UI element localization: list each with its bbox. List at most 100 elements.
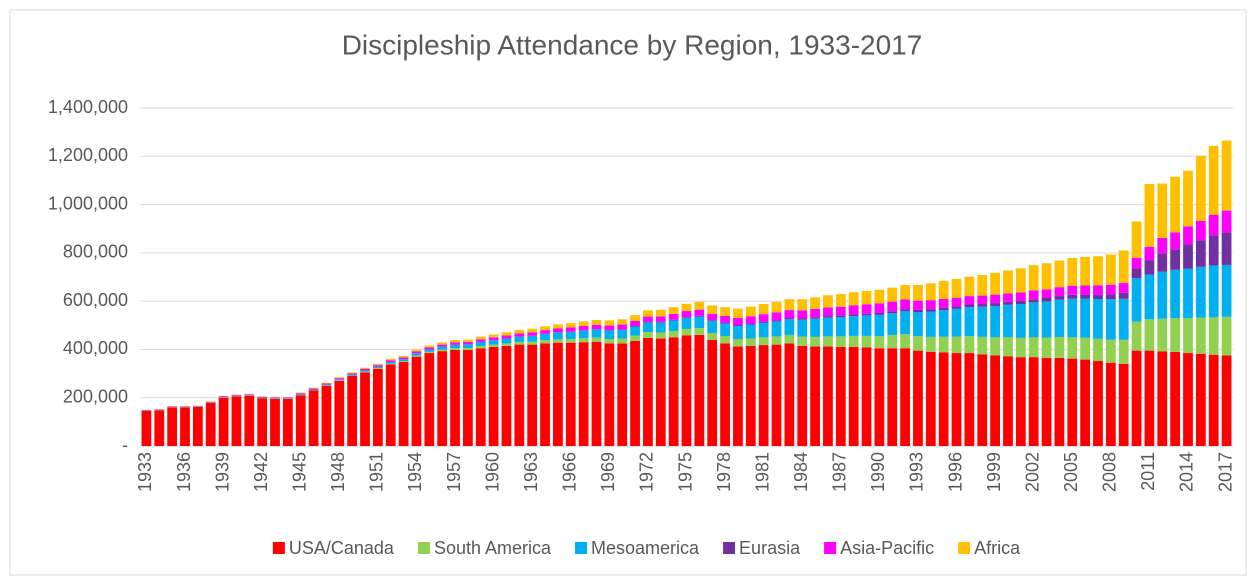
bar-segment: [668, 307, 679, 314]
bar-segment: [1067, 337, 1078, 359]
bar-segment: [681, 317, 692, 318]
bar-segment: [1144, 260, 1155, 275]
x-tick-label: 1993: [907, 452, 927, 492]
bar-segment: [668, 337, 679, 446]
bar-segment: [398, 357, 409, 360]
bar-segment: [733, 308, 743, 318]
bar-segment: [720, 315, 730, 323]
bar-segment: [295, 394, 306, 396]
bar-segment: [604, 339, 615, 344]
bar-segment: [1003, 304, 1013, 338]
bar-segment: [797, 318, 808, 320]
bar-segment: [1157, 351, 1168, 446]
bar-segment: [835, 336, 846, 348]
bar-segment: [360, 372, 370, 446]
bar-segment: [1144, 350, 1155, 446]
bar-segment: [527, 341, 538, 345]
bar-segment: [1195, 240, 1206, 267]
bar-segment: [205, 401, 216, 403]
bar-segment: [990, 294, 1000, 304]
bar-segment: [578, 342, 589, 446]
bar-segment: [925, 351, 936, 446]
bar-segment: [501, 338, 512, 344]
bar-segment: [977, 354, 988, 446]
bar-segment: [925, 336, 936, 352]
bar-segment: [565, 342, 576, 446]
bar-segment: [1093, 361, 1103, 446]
bar-segment: [398, 359, 409, 362]
bar-segment: [1054, 299, 1065, 338]
bar-segment: [360, 370, 370, 372]
bar-segment: [745, 323, 756, 325]
bar-segment: [463, 339, 473, 342]
bar-segment: [951, 297, 962, 307]
bar-segment: [964, 304, 975, 308]
bar-segment: [745, 316, 756, 324]
bar-segment: [1208, 235, 1219, 266]
bar-segment: [733, 317, 743, 326]
bar-segment: [951, 308, 962, 337]
bar-segment: [308, 388, 319, 390]
bar-segment: [784, 318, 795, 320]
bar-segment: [1221, 232, 1232, 265]
bar-segment: [977, 306, 988, 337]
y-tick-label: 400,000: [63, 338, 128, 358]
y-tick-label: 1,200,000: [48, 145, 128, 165]
bar-segment: [244, 394, 255, 396]
x-tick-label: 1963: [521, 452, 541, 492]
bar-segment: [527, 332, 538, 336]
bar-segment: [1003, 293, 1013, 302]
bar-segment: [1131, 268, 1142, 279]
bar-segment: [823, 317, 833, 337]
bar-segment: [913, 350, 923, 446]
bar-segment: [1131, 321, 1142, 351]
bar-segment: [604, 320, 615, 326]
bar-segment: [694, 328, 705, 335]
bar-segment: [604, 343, 615, 446]
bar-segment: [887, 348, 898, 446]
bar-segment: [1170, 249, 1181, 270]
bar-segment: [848, 335, 859, 348]
bar-segment: [591, 341, 602, 446]
bar-segment: [1144, 184, 1155, 247]
bar-segment: [514, 333, 525, 337]
bar-segment: [758, 321, 769, 323]
bar-segment: [1157, 183, 1168, 238]
bar-segment: [720, 343, 730, 446]
bar-segment: [951, 278, 962, 298]
bar-segment: [745, 338, 756, 346]
bar-segment: [887, 334, 898, 349]
bar-segment: [373, 363, 383, 366]
bar-segment: [257, 396, 268, 398]
bar-segment: [1067, 257, 1078, 286]
bar-segment: [1003, 356, 1013, 446]
bar-segment: [1015, 337, 1026, 358]
bar-segment: [437, 351, 448, 446]
bar-segment: [463, 344, 473, 348]
bar-segment: [810, 318, 820, 337]
bar-segment: [1093, 298, 1103, 339]
x-tick-label: 1987: [830, 452, 850, 492]
bar-segment: [848, 316, 859, 336]
x-tick-label: 1999: [984, 452, 1004, 492]
x-tick-label: 1957: [444, 452, 464, 492]
bar-segment: [463, 341, 473, 345]
bar-segment: [938, 336, 949, 353]
bar-segment: [488, 340, 499, 345]
bar-segment: [1157, 271, 1168, 319]
bar-segment: [835, 347, 846, 446]
bar-segment: [733, 325, 743, 327]
bar-segment: [308, 389, 319, 391]
bar-segment: [553, 328, 563, 333]
bar-segment: [1118, 339, 1129, 364]
bar-segment: [630, 326, 640, 336]
bar-segment: [527, 328, 538, 333]
bar-segment: [643, 332, 653, 338]
bar-segment: [591, 329, 602, 338]
bar-segment: [1183, 353, 1193, 446]
bar-segment: [565, 331, 576, 340]
x-tick-label: 1984: [791, 452, 811, 492]
bar-segment: [771, 301, 782, 313]
bar-segment: [900, 311, 910, 335]
bar-segment: [385, 364, 396, 446]
